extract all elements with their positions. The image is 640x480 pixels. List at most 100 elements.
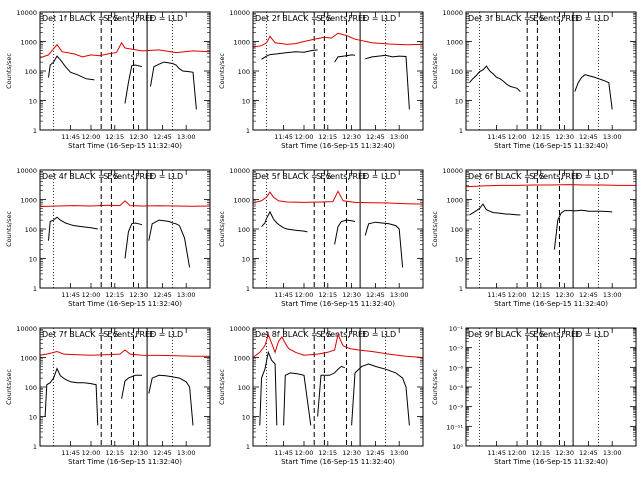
x-tick-label: 12:00 (82, 291, 101, 299)
y-axis-label: Counts/sec (5, 53, 13, 89)
series-line-events (283, 372, 312, 426)
y-tick-label: 1000 (446, 39, 463, 47)
series-line-events (124, 222, 143, 259)
chart-title: Det 6f BLACK = Events, RED = LLD (468, 172, 609, 181)
series-line-lld (252, 190, 424, 205)
chart-title: Det 2f BLACK = Events, RED = LLD (255, 14, 396, 23)
x-tick-label: 12:45 (366, 291, 385, 299)
y-tick-label: 10000 (16, 325, 37, 333)
x-axis-label: Start Time (16-Sep-15 11:32:40) (494, 300, 608, 308)
y-tick-label: 1000 (446, 197, 463, 205)
y-tick-label: 1 (33, 285, 37, 293)
chart-panel-9f: Det 9f BLACK = Events, RED = LLD Counts/s… (431, 325, 637, 466)
series-line-lld (465, 184, 636, 188)
marker-label: S (326, 14, 331, 23)
x-tick-label: 12:30 (129, 449, 148, 457)
chart-panel-7f: Det 7f BLACK = Events, RED = LLD Counts/s… (5, 325, 211, 466)
y-tick-label: 1 (246, 443, 250, 451)
x-axis-label: Start Time (16-Sep-15 11:32:40) (68, 300, 182, 308)
series-line-lld (39, 41, 211, 59)
y-axis-label: Counts/sec (431, 211, 439, 247)
y-tick-label: 1000 (233, 355, 250, 363)
series-line-events (334, 219, 356, 245)
x-tick-label: 12:15 (318, 133, 337, 141)
chart-title: Det 7f BLACK = Events, RED = LLD (42, 330, 183, 339)
y-tick-label: 1000 (20, 197, 37, 205)
x-tick-label: 12:00 (508, 291, 527, 299)
series-line-events (44, 367, 99, 426)
x-tick-label: 12:00 (295, 291, 314, 299)
x-tick-label: 13:00 (603, 291, 622, 299)
x-tick-label: 13:00 (390, 291, 409, 299)
series-line-events (150, 61, 197, 110)
marker-label: S (113, 14, 118, 23)
marker-label: E (149, 330, 154, 339)
chart-title: Det 4f BLACK = Events, RED = LLD (42, 172, 183, 181)
x-axis-label: Start Time (16-Sep-15 11:32:40) (494, 142, 608, 150)
y-tick-label: 10000 (16, 9, 37, 17)
series-line-events (553, 209, 613, 250)
series-line-events (469, 203, 521, 216)
marker-label: S (103, 172, 108, 181)
plot-frame (39, 169, 211, 289)
x-tick-label: 12:00 (82, 133, 101, 141)
series-line-events (124, 64, 143, 104)
x-axis-label: Start Time (16-Sep-15 11:32:40) (281, 458, 395, 466)
y-axis-label: Counts/sec (5, 211, 13, 247)
y-tick-label: 10⁻¹¹ (446, 423, 463, 431)
series-line-events (259, 350, 278, 426)
marker-label: S (539, 330, 544, 339)
y-tick-label: 10⁰ (452, 443, 463, 451)
marker-label: E (149, 172, 154, 181)
x-tick-label: 11:45 (274, 133, 293, 141)
y-tick-label: 100 (451, 68, 463, 76)
x-tick-label: 12:00 (295, 449, 314, 457)
marker-label: F (562, 14, 567, 23)
x-tick-label: 12:15 (105, 133, 124, 141)
x-tick-label: 13:00 (390, 449, 409, 457)
series-line-events (48, 55, 95, 81)
series-line-events (148, 374, 194, 426)
marker-label: S (326, 330, 331, 339)
series-line-events (148, 219, 191, 268)
y-tick-label: 10 (242, 256, 250, 264)
marker-label: F (349, 330, 354, 339)
y-tick-label: 10⁻⁹ (449, 404, 464, 412)
y-axis-label: Counts/sec (218, 211, 226, 247)
x-tick-label: 12:45 (579, 449, 598, 457)
y-tick-label: 10 (29, 98, 37, 106)
x-tick-label: 12:15 (105, 291, 124, 299)
chart-panel-3f: Det 3f BLACK = Events, RED = LLD Counts/s… (431, 9, 637, 150)
series-line-events (334, 54, 356, 63)
x-tick-label: 13:00 (177, 291, 196, 299)
y-tick-label: 100 (238, 68, 250, 76)
y-axis-label: Counts/sec (218, 369, 226, 405)
x-tick-label: 11:45 (61, 291, 80, 299)
marker-label: S (529, 14, 534, 23)
marker-label: F (562, 330, 567, 339)
y-tick-label: 10 (242, 414, 250, 422)
y-tick-label: 1 (33, 443, 37, 451)
x-tick-label: 12:45 (579, 291, 598, 299)
marker-label: F (349, 14, 354, 23)
chart-panel-5f: Det 5f BLACK = Events, RED = LLD Counts/s… (218, 167, 424, 308)
x-tick-label: 12:30 (555, 291, 574, 299)
chart-panel-8f: Det 8f BLACK = Events, RED = LLD Counts/s… (218, 325, 424, 466)
y-tick-label: 10 (455, 256, 463, 264)
marker-label: S (113, 172, 118, 181)
marker-label: F (562, 172, 567, 181)
chart-panel-1f: Det 1f BLACK = Events, RED = LLD Counts/s… (5, 9, 211, 150)
y-tick-label: 10⁻⁵ (449, 345, 464, 353)
y-tick-label: 1 (33, 127, 37, 135)
marker-label: S (539, 14, 544, 23)
x-tick-label: 12:15 (531, 133, 550, 141)
chart-title: Det 3f BLACK = Events, RED = LLD (468, 14, 609, 23)
marker-label: E (575, 14, 580, 23)
x-tick-label: 12:30 (129, 291, 148, 299)
x-tick-label: 12:30 (342, 291, 361, 299)
y-tick-label: 1 (459, 285, 463, 293)
y-tick-label: 100 (451, 226, 463, 234)
marker-label: F (136, 330, 141, 339)
y-tick-label: 10000 (229, 167, 250, 175)
